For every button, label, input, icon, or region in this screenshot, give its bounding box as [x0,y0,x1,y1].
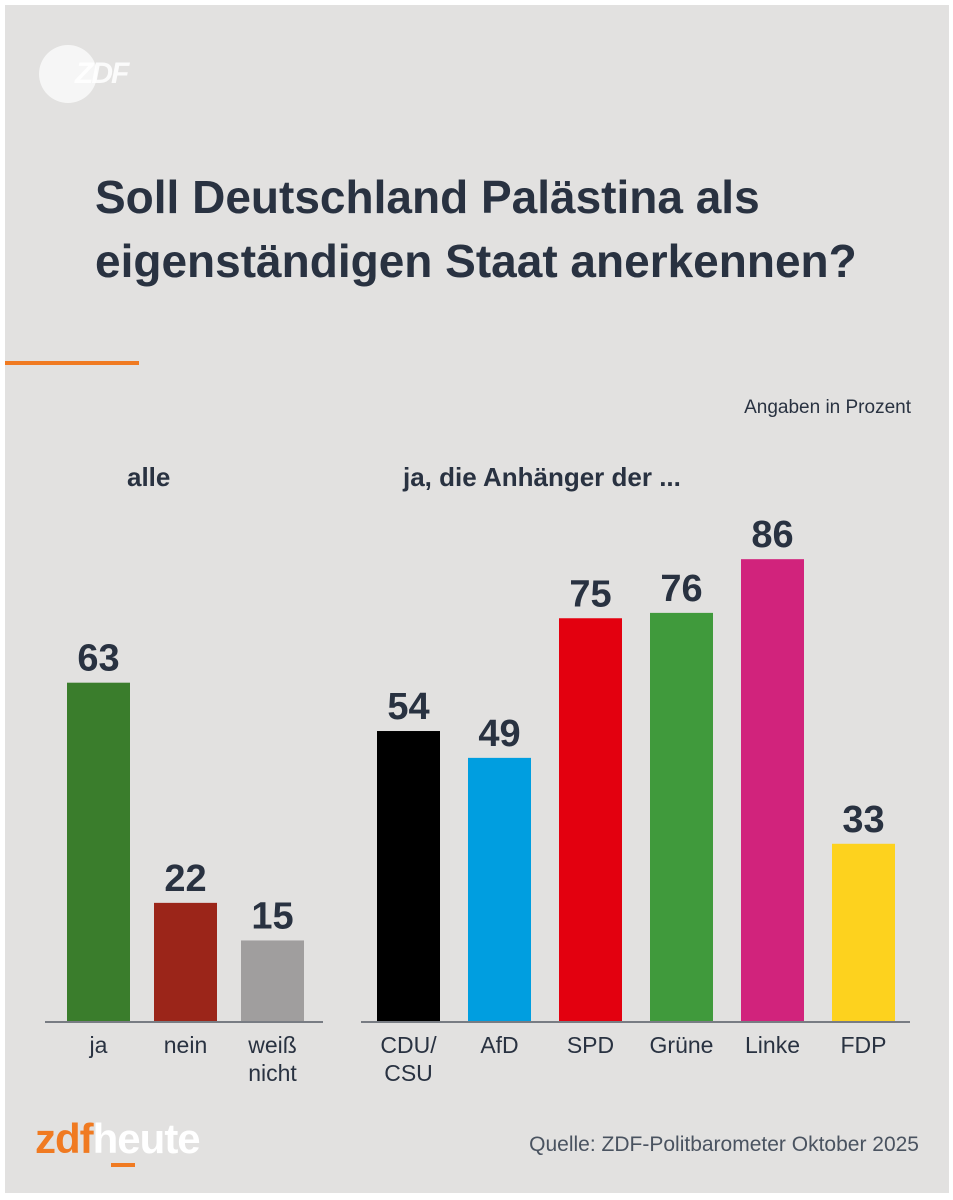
title-accent-rule [5,361,139,365]
zdfheute-logo-heute: heute [92,1115,201,1162]
source-note: Quelle: ZDF-Politbarometer Oktober 2025 [529,1133,919,1156]
zdf-logo-circle [39,45,97,103]
category-label-cdu-csu: CDU/CSU [380,1032,437,1086]
value-label-grüne: 76 [660,568,702,610]
zdfheute-logo-zdf: zdf [35,1115,94,1162]
value-label-nein: 22 [164,858,206,900]
bar-cdu-csu [377,731,440,1021]
value-label-spd: 75 [569,573,611,615]
bar-weißnicht [241,940,304,1021]
category-label-afd: AfD [480,1032,518,1058]
value-label-weißnicht: 15 [251,895,293,937]
group-label-alle: alle [127,462,171,492]
group-label-anhaenger: ja, die Anhänger der ... [403,462,681,492]
unit-note: Angaben in Prozent [744,397,911,418]
category-label-linke: Linke [745,1032,800,1058]
value-label-cdu-csu: 54 [387,686,429,728]
bar-grüne [650,612,713,1021]
bar-chart: 63 ja 22 nein 15 weiß nicht 54 CDU/CSU 49 AfD 75 SPD… [45,514,910,1086]
value-label-afd: 49 [478,713,520,755]
bar-afd [468,757,531,1021]
category-label-weißnicht: weiß nicht [247,1032,297,1086]
bar-linke [741,559,804,1021]
category-label-nein: nein [164,1032,207,1058]
category-label-spd: SPD [567,1032,614,1058]
value-label-fdp: 33 [842,799,884,841]
category-label-fdp: FDP [841,1032,887,1058]
bar-ja [67,682,130,1021]
infographic-card: ZDF Soll Deutschland Palästina als eigen… [5,5,949,1193]
bar-nein [154,902,217,1021]
zdf-logo: ZDF [75,57,129,90]
bar-fdp [832,843,895,1021]
chart-title: Soll Deutschland Palästina als eigenstän… [95,171,857,287]
category-label-grüne: Grüne [650,1032,714,1058]
bar-spd [559,618,622,1021]
zdfheute-logo: zdfheute [35,1115,201,1163]
value-label-linke: 86 [751,514,793,556]
value-label-ja: 63 [77,638,119,680]
category-label-ja: ja [89,1032,108,1058]
zdfheute-logo-underline [111,1163,135,1167]
